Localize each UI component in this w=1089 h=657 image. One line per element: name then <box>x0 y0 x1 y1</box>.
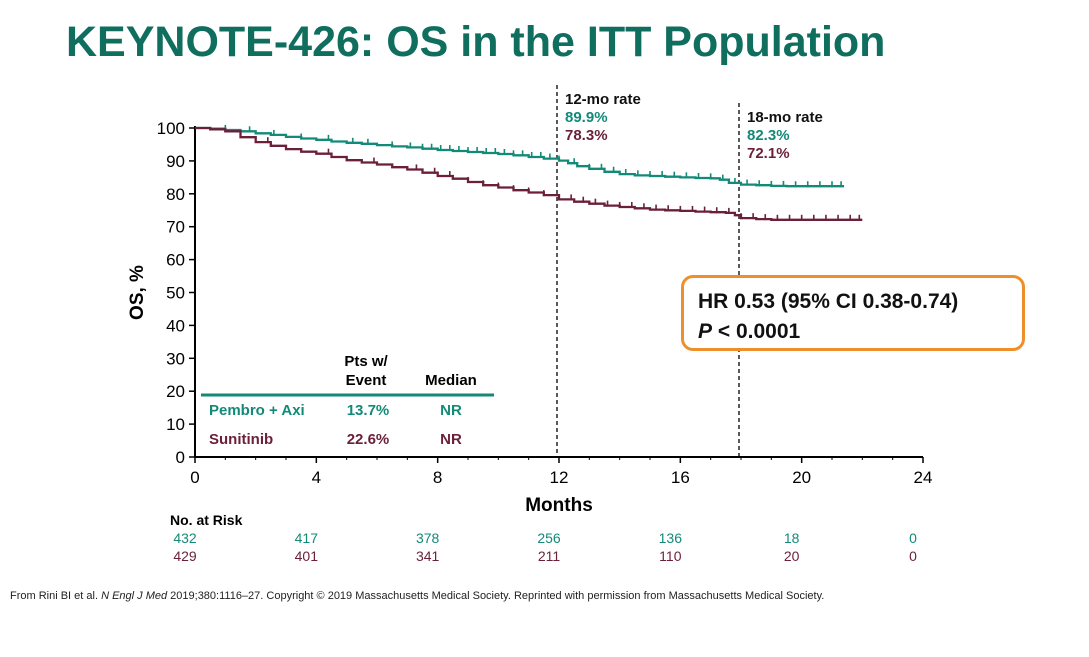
table-header-event-line1: Pts w/ <box>344 353 388 370</box>
y-tick-label: 50 <box>166 284 185 303</box>
citation-footer: From Rini BI et al. N Engl J Med 2019;38… <box>10 590 824 602</box>
series-line-pembro <box>195 126 845 188</box>
y-tick-label: 90 <box>166 152 185 171</box>
reference-rate-sunitinib-12mo: 78.3% <box>565 127 608 144</box>
citation-journal: N Engl J Med <box>101 590 168 602</box>
x-tick-label: 12 <box>550 468 569 487</box>
table-median-value: NR <box>440 402 462 419</box>
y-tick-label: 60 <box>166 251 185 270</box>
table-arm-label: Pembro + Axi <box>209 402 305 419</box>
at-risk-pembro: 136 <box>659 530 683 546</box>
table-header-median: Median <box>425 372 477 389</box>
at-risk-title: No. at Risk <box>170 512 243 528</box>
table-header-event-line2: Event <box>346 372 387 389</box>
x-tick-label: 4 <box>312 468 321 487</box>
at-risk-pembro: 0 <box>909 530 917 546</box>
table-median-value: NR <box>440 431 462 448</box>
reference-label-12mo: 12-mo rate <box>565 91 641 108</box>
x-tick-label: 0 <box>190 468 199 487</box>
y-tick-label: 70 <box>166 218 185 237</box>
at-risk-pembro: 256 <box>537 530 561 546</box>
x-tick-label: 24 <box>914 468 933 487</box>
table-arm-label: Sunitinib <box>209 431 273 448</box>
y-tick-label: 80 <box>166 185 185 204</box>
y-axis-title: OS, % <box>127 265 148 320</box>
at-risk-pembro: 18 <box>784 530 800 546</box>
p-value: < 0.0001 <box>712 320 801 343</box>
reference-rate-pembro-18mo: 82.3% <box>747 127 790 144</box>
citation-suffix: 2019;380:1116–27. Copyright © 2019 Massa… <box>167 590 825 602</box>
at-risk-sunitinib: 401 <box>295 548 319 564</box>
y-tick-label: 20 <box>166 382 185 401</box>
at-risk-sunitinib: 20 <box>784 548 800 564</box>
at-risk-sunitinib: 341 <box>416 548 440 564</box>
p-value-text: P < 0.0001 <box>698 317 1022 347</box>
y-tick-label: 0 <box>176 448 185 467</box>
y-tick-label: 30 <box>166 349 185 368</box>
y-tick-label: 100 <box>157 119 185 138</box>
at-risk-sunitinib: 0 <box>909 548 917 564</box>
p-label: P <box>698 320 713 343</box>
table-event-value: 13.7% <box>347 402 390 419</box>
hazard-ratio-box: HR 0.53 (95% CI 0.38-0.74) P < 0.0001 <box>681 275 1025 351</box>
y-tick-label: 40 <box>166 316 185 335</box>
x-tick-label: 8 <box>433 468 442 487</box>
at-risk-sunitinib: 211 <box>538 548 561 564</box>
x-tick-label: 20 <box>792 468 811 487</box>
at-risk-pembro: 417 <box>295 530 319 546</box>
at-risk-pembro: 432 <box>173 530 197 546</box>
reference-label-18mo: 18-mo rate <box>747 109 823 126</box>
at-risk-sunitinib: 429 <box>173 548 197 564</box>
hazard-ratio-text: HR 0.53 (95% CI 0.38-0.74) <box>698 290 959 313</box>
citation-prefix: From Rini BI et al. <box>10 590 102 602</box>
table-event-value: 22.6% <box>347 431 390 448</box>
page-title: KEYNOTE-426: OS in the ITT Population <box>66 18 886 66</box>
at-risk-sunitinib: 110 <box>659 548 682 564</box>
at-risk-pembro: 378 <box>416 530 440 546</box>
reference-rate-pembro-12mo: 89.9% <box>565 109 608 126</box>
x-tick-label: 16 <box>671 468 690 487</box>
y-tick-label: 10 <box>166 415 185 434</box>
x-axis-title: Months <box>525 495 593 516</box>
reference-rate-sunitinib-18mo: 72.1% <box>747 145 790 162</box>
